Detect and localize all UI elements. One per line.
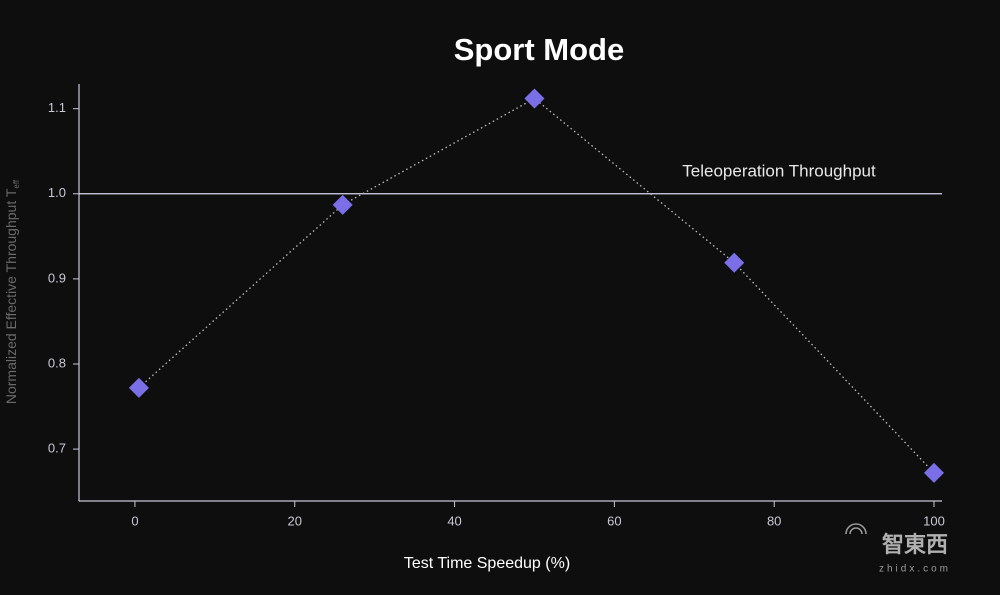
y-axis-label-main: Normalized Effective Throughput T (3, 188, 19, 404)
y-tick-label: 0.8 (48, 355, 66, 370)
data-point (524, 88, 545, 109)
chart-title: Sport Mode (454, 32, 625, 67)
watermark-text: 智東西 (882, 532, 948, 557)
x-tick-label: 100 (923, 513, 945, 528)
data-point (724, 252, 745, 273)
y-axis-label: Normalized Effective Throughput Teff (3, 179, 21, 404)
x-tick-label: 60 (607, 513, 621, 528)
x-tick-label: 80 (767, 513, 781, 528)
x-tick-label: 40 (447, 513, 461, 528)
reference-label: Teleoperation Throughput (682, 161, 876, 180)
watermark-url: zhidx.com (879, 564, 951, 575)
y-tick-label: 0.9 (48, 270, 66, 285)
data-point (924, 462, 945, 483)
x-axis-label: Test Time Speedup (%) (404, 555, 570, 572)
y-tick-label: 1.0 (48, 185, 66, 200)
y-tick-label: 0.7 (48, 441, 66, 456)
y-axis-label-subscript: eff (12, 179, 21, 189)
y-tick-label: 1.1 (48, 100, 66, 115)
data-point (128, 377, 149, 398)
x-tick-label: 0 (131, 513, 138, 528)
x-tick-label: 20 (288, 513, 302, 528)
watermark-icon (845, 523, 867, 535)
data-point (332, 194, 353, 215)
